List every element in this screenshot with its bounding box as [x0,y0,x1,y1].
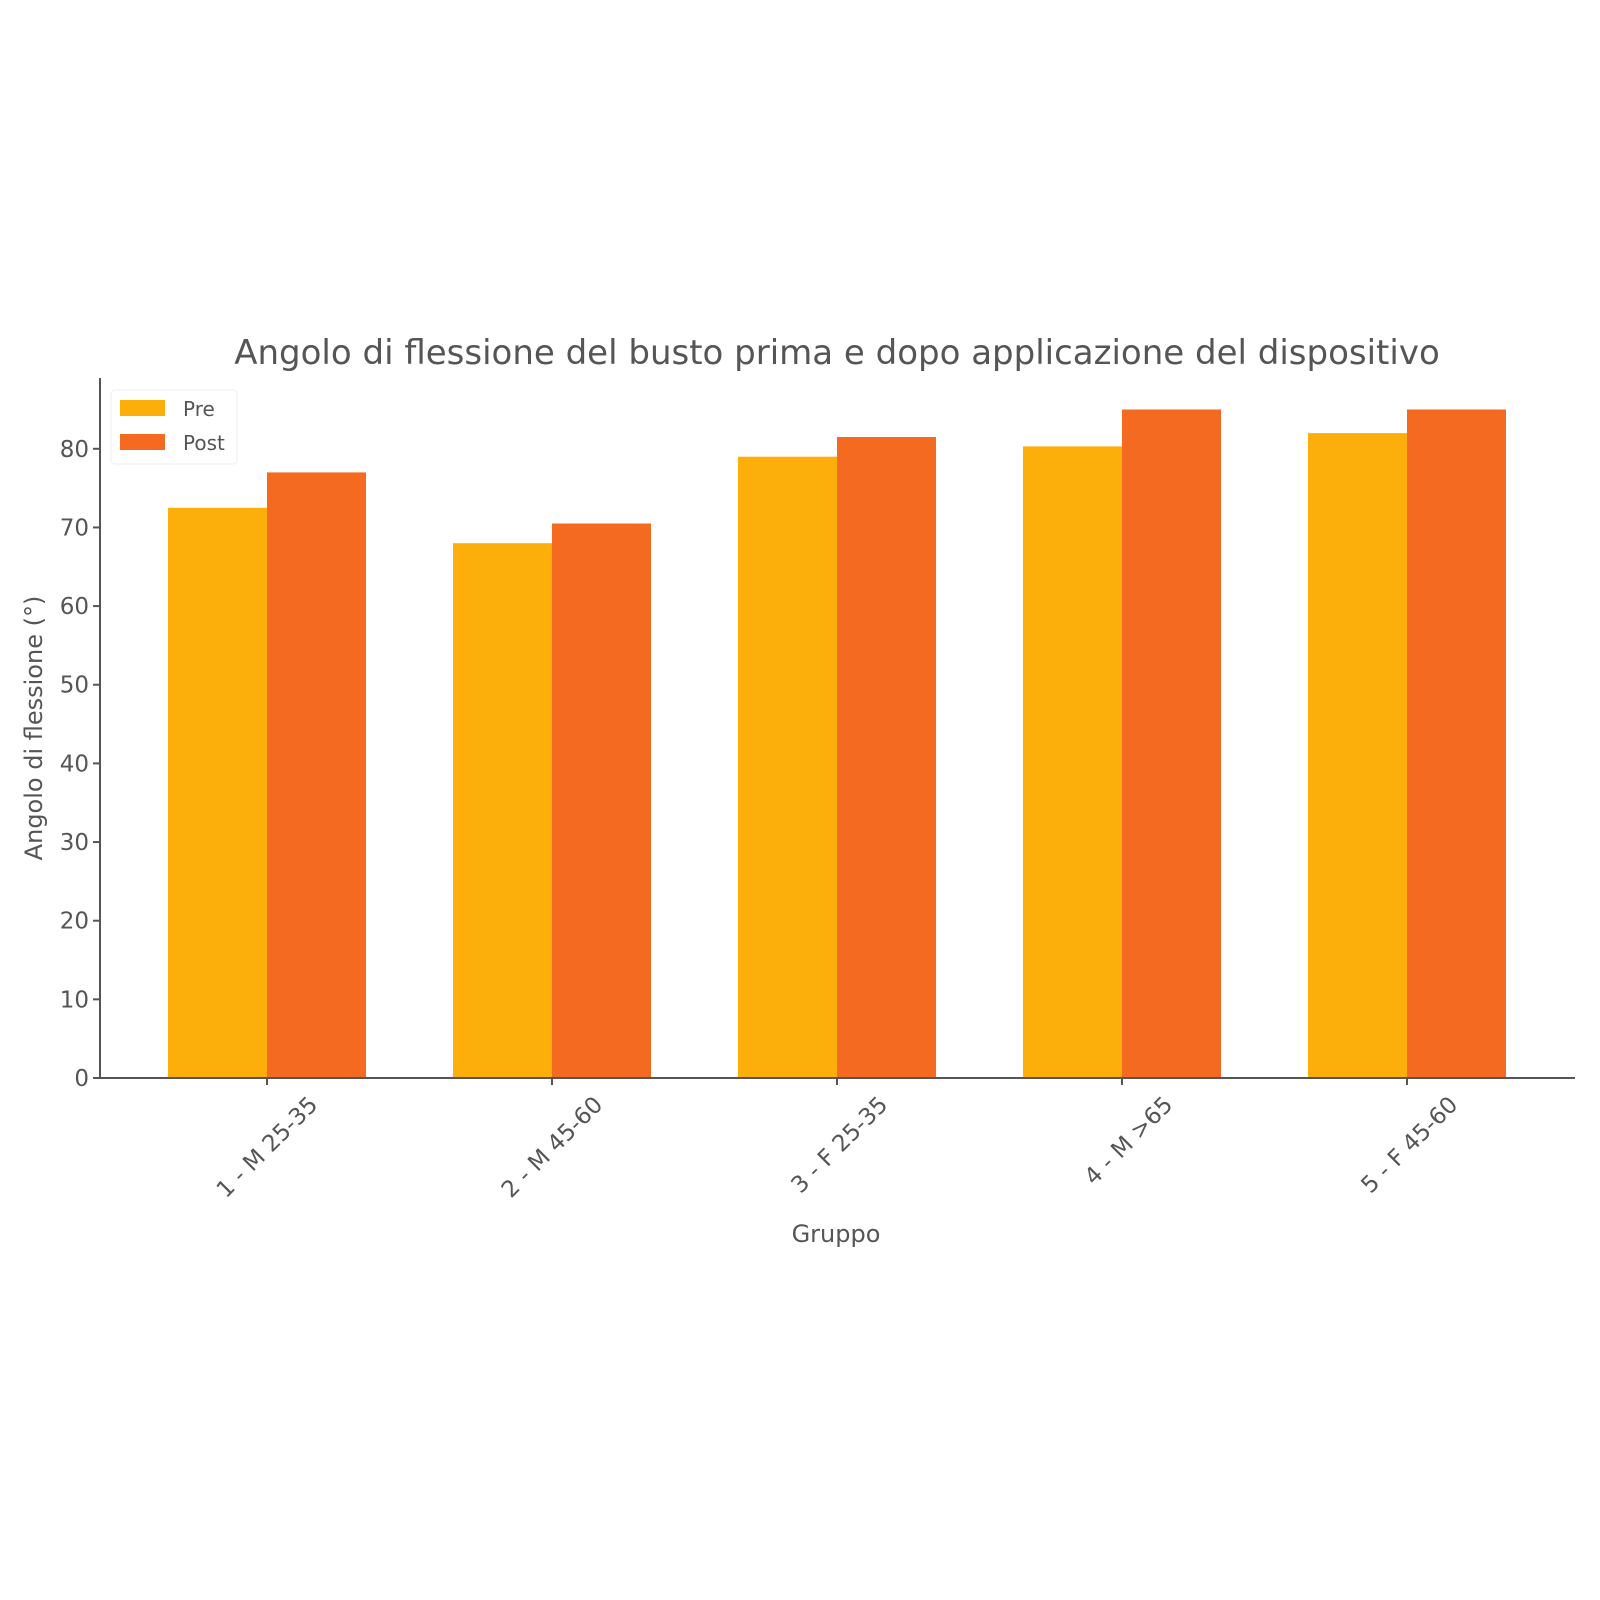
x-tick-label: 5 - F 45-60 [1357,1092,1464,1199]
x-axis-label: Gruppo [792,1220,881,1248]
bar-pre-5 [1308,433,1407,1079]
x-tick-label: 2 - M 45-60 [497,1092,608,1203]
y-tick-label: 50 [60,673,89,699]
bar-post-1 [267,472,366,1078]
y-tick-label: 0 [74,1066,89,1092]
bar-post-3 [837,437,936,1078]
legend-label-pre: Pre [183,397,215,421]
bar-pre-1 [168,507,267,1078]
bar-post-4 [1122,409,1221,1078]
y-tick-label: 40 [60,751,89,777]
y-tick-label: 60 [60,594,89,620]
legend-swatch-post [120,434,165,450]
legend-swatch-pre [120,400,165,416]
legend: Pre Post [110,389,238,465]
legend-label-post: Post [183,431,225,455]
bar-post-5 [1407,409,1506,1078]
y-tick-label: 20 [60,909,89,935]
chart-title: Angolo di flessione del busto prima e do… [234,333,1440,373]
bar-pre-4 [1023,446,1122,1078]
y-tick-label: 70 [60,515,89,541]
y-tick-label: 10 [60,987,89,1013]
bars-layer [168,409,1506,1079]
bar-post-2 [552,523,651,1078]
bar-pre-2 [453,543,552,1078]
y-tick-label: 30 [60,830,89,856]
x-tick-label: 1 - M 25-35 [212,1092,323,1203]
x-tick-label: 3 - F 25-35 [787,1092,894,1199]
y-axis-label: Angolo di flessione (°) [20,596,48,861]
x-tick-label: 4 - M >65 [1080,1092,1178,1190]
y-tick-label: 80 [60,437,89,463]
bar-pre-3 [738,456,837,1078]
